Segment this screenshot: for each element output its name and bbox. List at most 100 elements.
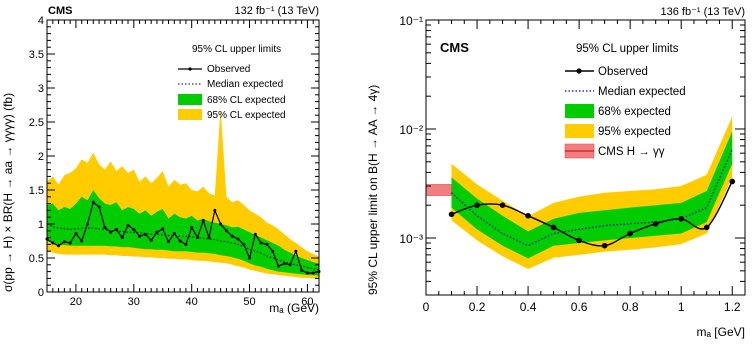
left-y-tick-label: 0.5	[29, 253, 44, 265]
left-observed-point	[103, 225, 107, 229]
right-legend-95: 95% expected	[565, 124, 671, 138]
left-y-tick-label: 2	[38, 151, 44, 163]
left-observed-point	[149, 238, 153, 242]
right-legend-68-label: 68% expected	[598, 106, 671, 118]
left-x-tick-label: 20	[70, 296, 82, 308]
right-x-tick-label: 0.6	[571, 300, 588, 314]
left-y-tick-label: 2.5	[29, 117, 44, 129]
left-observed-point	[97, 205, 101, 209]
left-observed-point	[201, 219, 205, 223]
left-observed-point	[265, 242, 269, 246]
right-observed-point	[678, 216, 684, 222]
right-panel: 0 0.2 0.4 0.6 0.8 1 1.2 10⁻³ 10⁻² 10⁻¹ 136 fb⁻¹ …	[366, 6, 746, 339]
left-x-tick-label: 50	[243, 296, 255, 308]
left-observed-point	[143, 232, 147, 236]
left-y-tick-label: 4	[38, 15, 44, 27]
left-observed-point	[167, 240, 171, 244]
left-observed-point	[114, 227, 118, 231]
left-lumi-label: 132 fb⁻¹ (13 TeV)	[235, 5, 319, 17]
right-observed-point	[729, 178, 736, 185]
left-observed-point	[219, 222, 223, 226]
right-observed-point	[525, 212, 531, 219]
left-observed-point	[311, 271, 315, 275]
left-observed-line	[46, 201, 320, 274]
left-y-axis-label: σ(pp → H) × BR(H → aa → γγγγ) (fb)	[1, 93, 15, 292]
left-observed-point	[282, 261, 286, 265]
right-x-tick-label: 0.2	[469, 300, 486, 314]
left-observed-point	[190, 225, 194, 229]
left-y-ticks: 0 0.5 1 1.5 2 2.5 3 3.5 4	[29, 15, 319, 299]
left-median-expected-line	[46, 223, 320, 271]
left-observed-point	[91, 200, 95, 204]
left-observed-point	[300, 268, 304, 272]
left-x-tick-label: 60	[301, 296, 313, 308]
right-y-tick-label: 10⁻¹	[399, 14, 423, 28]
left-y-tick-label: 1.5	[29, 185, 44, 197]
right-legend-observed-marker	[576, 68, 582, 74]
left-legend-68-label: 68% CL expected	[207, 95, 286, 106]
left-cms-label: CMS	[48, 5, 72, 17]
right-observed-point	[474, 202, 480, 208]
right-frame	[425, 19, 746, 296]
left-observed-point	[161, 227, 165, 231]
right-lumi-label: 136 fb⁻¹ (13 TeV)	[661, 6, 745, 18]
right-cms-label: CMS	[440, 40, 469, 55]
left-x-axis-label: mₐ (GeV)	[269, 301, 319, 315]
left-observed-point	[86, 222, 90, 226]
left-y-tick-label: 3.5	[29, 49, 44, 61]
left-x-ticks: 20 30 40 50 60	[46, 20, 320, 308]
left-observed-point	[276, 264, 280, 268]
left-observed-point	[259, 241, 263, 245]
left-legend: 95% CL upper limits Observed Median expe…	[178, 44, 286, 121]
left-observed-point	[253, 232, 257, 236]
right-observed-point	[499, 202, 506, 208]
right-legend-95-swatch	[565, 124, 594, 138]
left-observed-point	[242, 242, 246, 246]
left-observed-point	[207, 236, 211, 240]
left-observed-point	[138, 234, 142, 238]
right-observed-point	[627, 230, 633, 237]
left-observed-point	[271, 249, 275, 253]
left-observed-point	[68, 241, 72, 245]
right-legend-hgg-label: CMS H → γγ	[598, 146, 665, 158]
right-y-tick-label: 10⁻³	[399, 232, 423, 246]
left-observed-point	[230, 234, 234, 238]
right-observed-point	[703, 224, 710, 231]
right-observed-point	[652, 220, 659, 227]
left-legend-95: 95% CL expected	[178, 109, 286, 121]
left-legend-95-label: 95% CL expected	[207, 110, 286, 121]
right-x-axis-label: mₐ [GeV]	[697, 325, 745, 339]
left-x-tick-label: 40	[186, 296, 198, 308]
right-legend-expected-label: Median expected	[598, 86, 686, 98]
left-observed-point	[172, 232, 176, 236]
left-observed-point	[155, 230, 159, 234]
left-y-tick-label: 1	[38, 219, 44, 231]
left-observed-point	[248, 256, 252, 260]
left-legend-observed-marker	[188, 67, 192, 71]
left-panel: 20 30 40 50 60 0 0.5 1 1.5 2 2.5 3 3.5 4 CMS 132 fb⁻…	[1, 5, 321, 315]
right-band-68	[451, 131, 733, 259]
right-legend-hgg: CMS H → γγ	[564, 143, 665, 159]
left-observed-point	[109, 230, 113, 234]
right-x-tick-label: 0	[423, 300, 430, 314]
right-median-expected-line	[451, 149, 733, 247]
left-legend-title: 95% CL upper limits	[192, 44, 281, 55]
left-y-tick-label: 3	[38, 83, 44, 95]
right-x-tick-label: 1	[678, 300, 685, 314]
left-legend-68-swatch	[178, 94, 202, 105]
left-observed-point	[294, 249, 298, 253]
left-observed-point	[305, 271, 309, 275]
left-observed-point	[288, 263, 292, 267]
left-observed-point	[62, 240, 66, 244]
left-legend-68: 68% CL expected	[178, 94, 286, 106]
left-observed-point	[178, 239, 182, 243]
right-observed-point	[448, 211, 455, 218]
right-x-tick-label: 1.2	[724, 300, 741, 314]
left-observed-point	[74, 232, 78, 236]
right-observed-point	[550, 224, 557, 231]
left-observed-point	[195, 236, 199, 240]
right-legend-68-swatch	[565, 104, 594, 118]
left-observed-point	[51, 241, 55, 245]
left-observed-point	[132, 227, 136, 231]
